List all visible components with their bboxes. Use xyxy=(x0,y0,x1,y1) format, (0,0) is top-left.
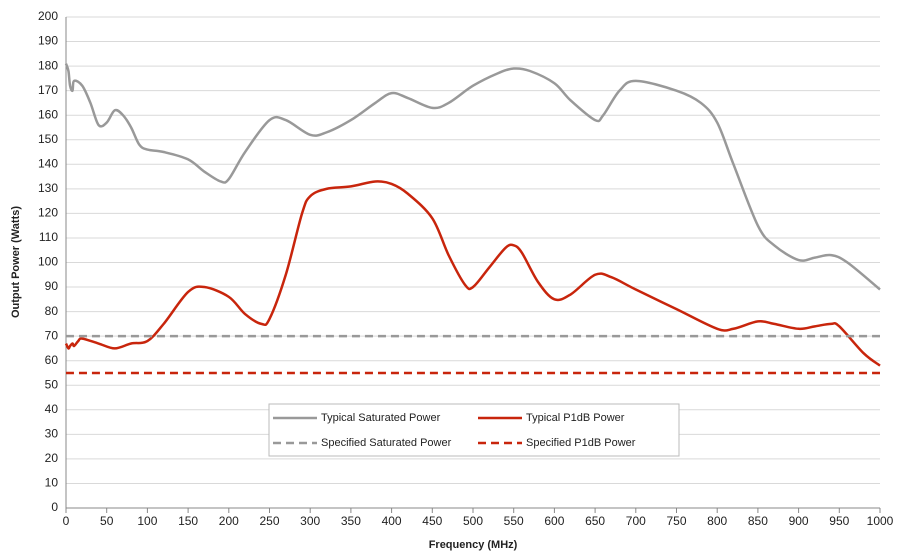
y-tick-label: 60 xyxy=(45,353,59,367)
x-tick-label: 0 xyxy=(63,514,70,528)
x-axis-label: Frequency (MHz) xyxy=(429,539,518,551)
x-tick-label: 750 xyxy=(666,514,686,528)
x-tick-label: 300 xyxy=(300,514,320,528)
x-tick-label: 650 xyxy=(585,514,605,528)
x-tick-label: 50 xyxy=(100,514,114,528)
x-tick-label: 900 xyxy=(789,514,809,528)
legend-label: Typical Saturated Power xyxy=(321,412,441,424)
y-tick-label: 100 xyxy=(38,255,58,269)
y-tick-label: 180 xyxy=(38,58,58,72)
y-tick-label: 10 xyxy=(45,476,59,490)
y-tick-label: 150 xyxy=(38,132,58,146)
y-tick-label: 170 xyxy=(38,83,58,97)
x-tick-label: 450 xyxy=(422,514,442,528)
y-tick-label: 160 xyxy=(38,107,58,121)
x-tick-label: 500 xyxy=(463,514,483,528)
x-tick-label: 550 xyxy=(504,514,524,528)
x-tick-label: 150 xyxy=(178,514,198,528)
x-tick-label: 800 xyxy=(707,514,727,528)
x-tick-label: 350 xyxy=(341,514,361,528)
x-tick-label: 1000 xyxy=(867,514,894,528)
legend: Typical Saturated Power Typical P1dB Powe… xyxy=(268,403,680,457)
legend-label: Typical P1dB Power xyxy=(526,412,625,424)
series-line xyxy=(64,180,881,367)
y-tick-label: 140 xyxy=(38,156,58,170)
y-tick-label: 40 xyxy=(45,402,59,416)
y-tick-label: 190 xyxy=(38,34,58,48)
y-tick-label: 0 xyxy=(51,500,58,514)
y-tick-label: 20 xyxy=(45,451,59,465)
x-tick-label: 950 xyxy=(829,514,849,528)
x-tick-label: 600 xyxy=(544,514,564,528)
y-tick-label: 200 xyxy=(38,9,58,23)
x-tick-label: 700 xyxy=(626,514,646,528)
x-tick-label: 850 xyxy=(748,514,768,528)
y-tick-label: 80 xyxy=(45,304,59,318)
x-tick-label: 250 xyxy=(259,514,279,528)
legend-label: Specified Saturated Power xyxy=(321,437,452,449)
x-tick-label: 100 xyxy=(137,514,157,528)
legend-box xyxy=(268,403,680,457)
series-line xyxy=(64,63,881,291)
y-axis-label: Output Power (Watts) xyxy=(10,206,22,318)
x-tick-label: 200 xyxy=(219,514,239,528)
x-tick-label: 400 xyxy=(382,514,402,528)
y-tick-label: 50 xyxy=(45,377,59,391)
y-tick-label: 110 xyxy=(39,230,58,244)
y-tick-label: 120 xyxy=(38,206,58,220)
legend-label: Specified P1dB Power xyxy=(526,437,636,449)
y-tick-label: 30 xyxy=(45,427,59,441)
y-tick-label: 70 xyxy=(45,328,59,342)
y-tick-label: 130 xyxy=(38,181,58,195)
y-tick-label: 90 xyxy=(45,279,59,293)
